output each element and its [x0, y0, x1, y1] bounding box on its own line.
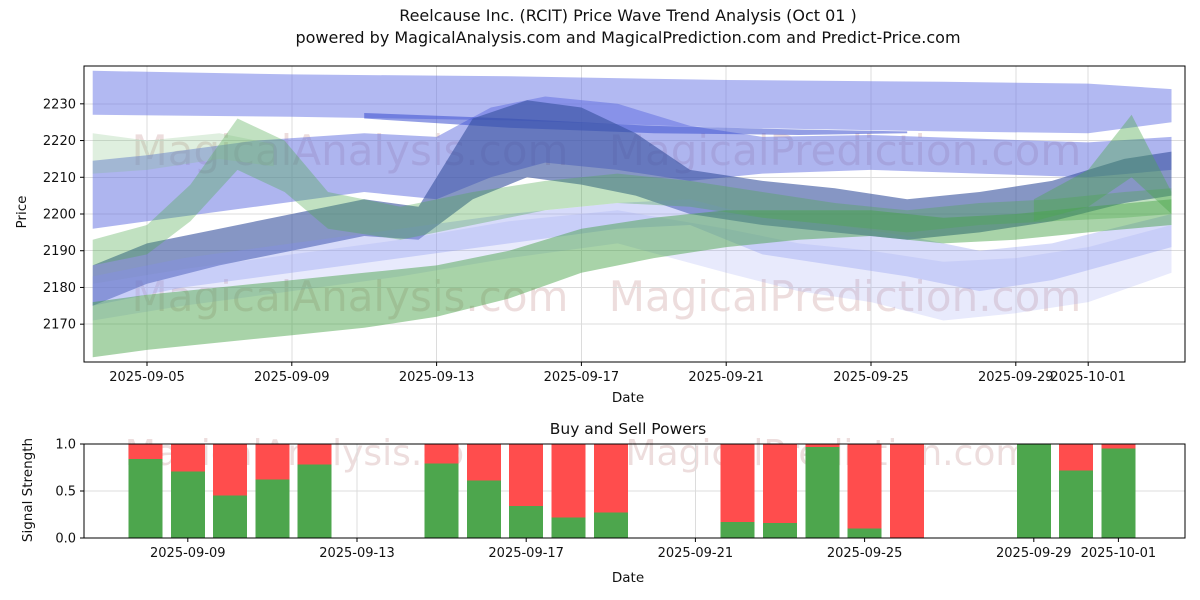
- sell-bar-segment: [593, 444, 628, 513]
- y-tick-label: 2180: [43, 281, 76, 296]
- price-chart-xlabel: Date: [611, 390, 645, 406]
- y-tick-label: 2230: [43, 97, 76, 112]
- buy-bar-segment: [1059, 470, 1094, 538]
- buy-bar-segment: [170, 471, 205, 538]
- buy-bar-segment: [720, 522, 755, 538]
- x-tick-label: 2025-09-21: [688, 370, 764, 385]
- x-tick-label: 2025-09-09: [150, 546, 226, 561]
- x-tick-label: 2025-10-01: [1081, 546, 1157, 561]
- x-tick-label: 2025-09-05: [109, 370, 185, 385]
- y-tick-label: 2170: [43, 318, 76, 333]
- sell-bar-segment: [1059, 444, 1094, 471]
- buy-bar-segment: [424, 463, 459, 538]
- sell-bar-segment: [297, 444, 332, 465]
- sell-bar-segment: [255, 444, 290, 480]
- y-tick-label: 2190: [43, 244, 76, 259]
- power-chart-ylabel: Signal Strength: [20, 437, 36, 543]
- sell-bar-segment: [551, 444, 586, 518]
- buy-bar-segment: [255, 479, 290, 538]
- x-tick-label: 2025-09-25: [827, 546, 903, 561]
- chart-title: Reelcause Inc. (RCIT) Price Wave Trend A…: [399, 6, 857, 25]
- watermark-text: MagicalPrediction.com: [609, 272, 1082, 321]
- buy-bar-segment: [1101, 448, 1136, 538]
- sell-bar-segment: [424, 444, 459, 464]
- buy-bar-segment: [509, 506, 544, 538]
- buy-bar-segment: [805, 446, 840, 538]
- power-chart-xlabel: Date: [611, 570, 645, 586]
- y-tick-label: 2210: [43, 171, 76, 186]
- x-tick-label: 2025-09-09: [254, 370, 330, 385]
- y-tick-label: 1.0: [55, 438, 76, 453]
- price-chart-area: 2170 2180 2190 2200 2210 2220 2230 2025-09-05 20…: [43, 65, 1186, 385]
- x-tick-label: 2025-09-13: [319, 546, 395, 561]
- dark-trend-band: [92, 100, 1172, 306]
- buy-bar-segment: [551, 517, 586, 538]
- y-tick-label: 2200: [43, 208, 76, 223]
- sell-bar-segment: [1101, 444, 1136, 449]
- lavender-band: [92, 199, 1172, 306]
- y-tick-label: 0.5: [55, 485, 76, 500]
- sell-bar-segment: [128, 444, 163, 460]
- green-spike-band: [1033, 114, 1172, 222]
- sell-bar-segment: [847, 444, 882, 529]
- buy-bar-segment: [763, 522, 797, 538]
- power-chart-title: Buy and Sell Powers: [549, 420, 707, 438]
- buy-bar-segment: [213, 495, 248, 538]
- x-tick-label: 2025-09-21: [658, 546, 734, 561]
- sell-bar-segment: [805, 444, 840, 447]
- sell-bar-segment: [509, 444, 544, 507]
- power-chart-area: 0.0 0.5 1.0 2025-09-09 2025-09-13 2025-09-17 2…: [55, 438, 1186, 561]
- buy-bar-segment: [297, 464, 332, 538]
- buy-bar-segment: [128, 459, 163, 538]
- x-tick-label: 2025-10-01: [1050, 370, 1126, 385]
- x-tick-label: 2025-09-25: [833, 370, 909, 385]
- sell-bar-segment: [213, 444, 248, 496]
- pale-green-band: [92, 133, 274, 174]
- green-mid-band: [92, 118, 1172, 266]
- x-tick-label: 2025-09-13: [399, 370, 475, 385]
- y-tick-label: 2220: [43, 134, 76, 149]
- buy-bar-segment: [593, 512, 628, 538]
- figure-title-block: Reelcause Inc. (RCIT) Price Wave Trend A…: [56, 5, 1200, 49]
- sell-bar-segment: [720, 444, 755, 523]
- upper-forecast-band: [92, 70, 1172, 134]
- green-base-band: [92, 199, 1172, 358]
- sell-bar-segment: [170, 444, 205, 472]
- price-chart-ylabel: Price: [14, 195, 30, 229]
- watermark-text: MagicalAnalysis.com: [132, 272, 569, 321]
- pale-lavender-band: [92, 210, 1172, 321]
- sell-bar-segment: [763, 444, 797, 523]
- chart-subtitle: powered by MagicalAnalysis.com and Magic…: [295, 28, 961, 47]
- x-tick-label: 2025-09-29: [978, 370, 1054, 385]
- y-tick-label: 0.0: [55, 532, 76, 547]
- sell-bar-segment: [889, 444, 924, 538]
- buy-bar-segment: [1016, 444, 1051, 538]
- x-tick-label: 2025-09-17: [544, 370, 620, 385]
- buy-bar-segment: [466, 480, 501, 538]
- sell-bar-segment: [466, 444, 501, 481]
- buy-bar-segment: [847, 528, 882, 538]
- x-tick-label: 2025-09-29: [996, 546, 1072, 561]
- x-tick-label: 2025-09-17: [488, 546, 564, 561]
